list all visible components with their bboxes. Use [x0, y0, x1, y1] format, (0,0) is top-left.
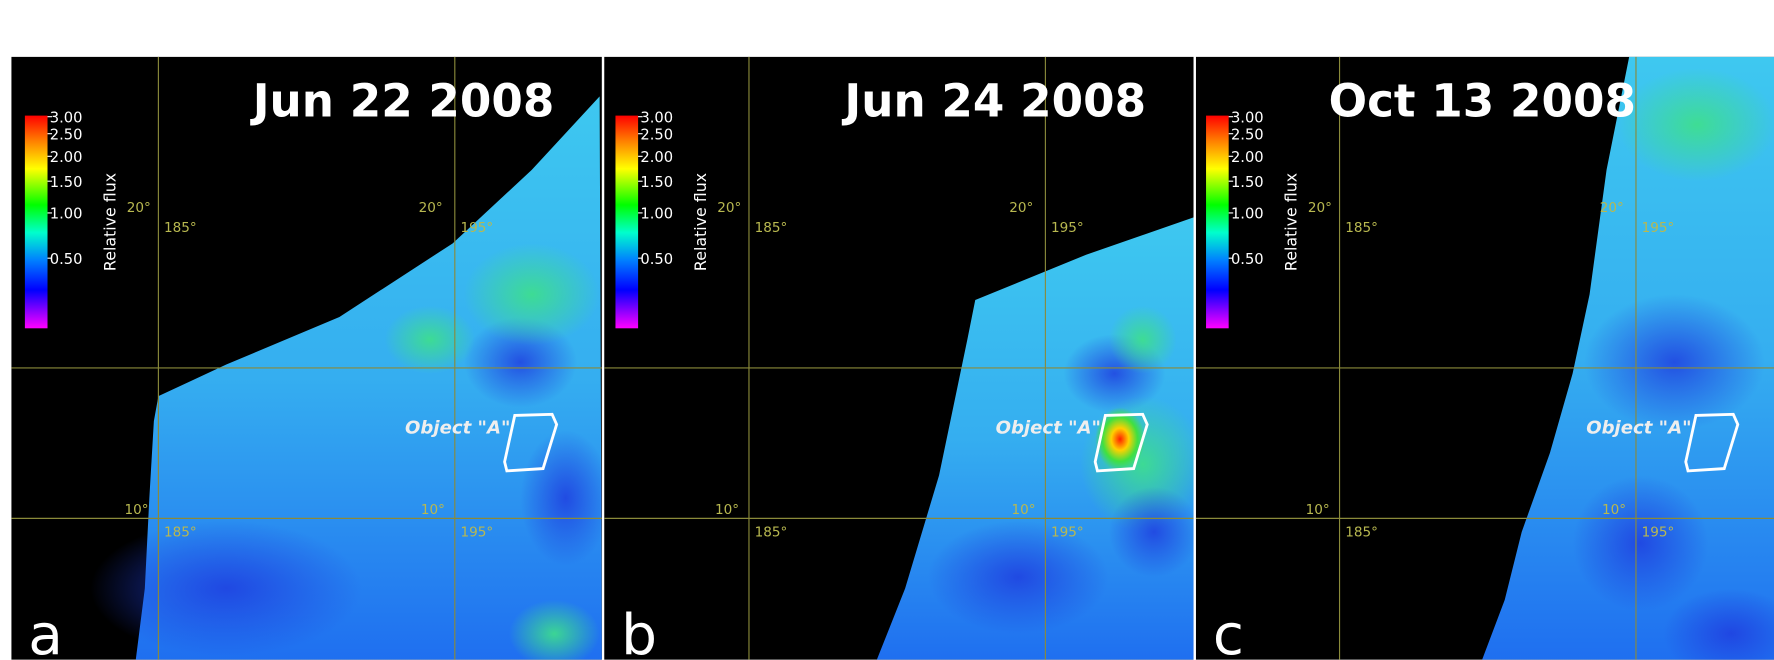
colorbar-tick-label: 2.50: [1231, 126, 1264, 143]
colorbar: [25, 116, 48, 329]
colorbar-tick-label: 3.00: [1231, 109, 1264, 126]
grid-label: 195°: [1642, 220, 1675, 236]
grid-label: 195°: [1642, 524, 1675, 540]
panel-letter: c: [1213, 602, 1244, 660]
colorbar-tick-label: 1.00: [640, 206, 673, 223]
grid-label: 185°: [1345, 524, 1378, 540]
colorbar: [615, 116, 638, 329]
flux-blob: [1109, 487, 1200, 578]
figure: 20° 20° 10° 10° 185° 185° 195° 195° Object "A" 3.…: [0, 0, 1774, 660]
grid-label: 10°: [715, 502, 739, 518]
grid-label: 20°: [1600, 200, 1624, 216]
grid-label: 195°: [1051, 220, 1084, 236]
colorbar-tick-label: 2.50: [640, 126, 673, 143]
panel-date: Jun 22 2008: [250, 75, 555, 128]
panel: 20° 20° 10° 10° 185° 185° 195° 195° Object "A" 3.…: [1196, 57, 1774, 660]
colorbar-tick-label: 1.50: [1231, 174, 1264, 191]
grid-label: 10°: [124, 502, 148, 518]
grid-label: 185°: [755, 220, 788, 236]
object-label: Object "A": [996, 418, 1101, 439]
grid-label: 195°: [460, 220, 493, 236]
colorbar-tick-label: 0.50: [50, 251, 83, 268]
grid-label: 20°: [1009, 200, 1033, 216]
grid-label: 20°: [717, 200, 741, 216]
colorbar-tick-label: 1.00: [50, 206, 83, 223]
colorbar-label: Relative flux: [100, 173, 119, 271]
colorbar-tick-label: 2.00: [640, 149, 673, 166]
panel-letter: a: [28, 602, 63, 660]
flux-blob: [1573, 475, 1709, 611]
grid-label: 195°: [460, 524, 493, 540]
flux-blob: [1109, 306, 1177, 374]
grid-label: 185°: [755, 524, 788, 540]
page: 20° 20° 10° 10° 185° 185° 195° 195° Object "A" 3.…: [0, 0, 1774, 660]
flux-blob: [1618, 68, 1774, 181]
colorbar-label: Relative flux: [1282, 173, 1301, 271]
flux-blob: [385, 306, 476, 374]
grid-label: 10°: [1011, 502, 1035, 518]
object-label: Object "A": [1586, 418, 1691, 439]
grid-label: 185°: [164, 220, 197, 236]
grid-label: 10°: [421, 502, 445, 518]
object-label: Object "A": [405, 418, 510, 439]
grid-label: 20°: [1308, 200, 1332, 216]
grid-label: 20°: [127, 200, 151, 216]
colorbar-tick-label: 2.50: [50, 126, 83, 143]
flux-blob: [520, 430, 611, 566]
colorbar-tick-label: 2.00: [1231, 149, 1264, 166]
grid-label: 20°: [419, 200, 443, 216]
colorbar-tick-label: 0.50: [640, 251, 673, 268]
hotspot: [1095, 407, 1145, 470]
flux-blob: [91, 521, 363, 657]
colorbar-tick-label: 1.00: [1231, 206, 1264, 223]
grid-label: 185°: [164, 524, 197, 540]
flux-blob: [464, 243, 600, 345]
colorbar: [1206, 116, 1229, 329]
colorbar-tick-label: 1.50: [50, 174, 83, 191]
grid-label: 10°: [1602, 502, 1626, 518]
grid-label: 10°: [1306, 502, 1330, 518]
grid-label: 185°: [1345, 220, 1378, 236]
grid-label: 195°: [1051, 524, 1084, 540]
panel-date: Jun 24 2008: [841, 75, 1146, 128]
panel-date: Oct 13 2008: [1329, 75, 1636, 128]
panel: 20° 20° 10° 10° 185° 185° 195° 195° Object "A" 3.…: [604, 57, 1205, 660]
colorbar-label: Relative flux: [691, 173, 710, 271]
colorbar-tick-label: 3.00: [50, 109, 83, 126]
colorbar-tick-label: 3.00: [640, 109, 673, 126]
flux-blob: [1584, 294, 1765, 430]
panel: 20° 20° 10° 10° 185° 185° 195° 195° Object "A" 3.…: [11, 57, 611, 660]
colorbar-tick-label: 1.50: [640, 174, 673, 191]
colorbar-tick-label: 0.50: [1231, 251, 1264, 268]
panel-letter: b: [621, 602, 657, 660]
colorbar-tick-label: 2.00: [50, 149, 83, 166]
